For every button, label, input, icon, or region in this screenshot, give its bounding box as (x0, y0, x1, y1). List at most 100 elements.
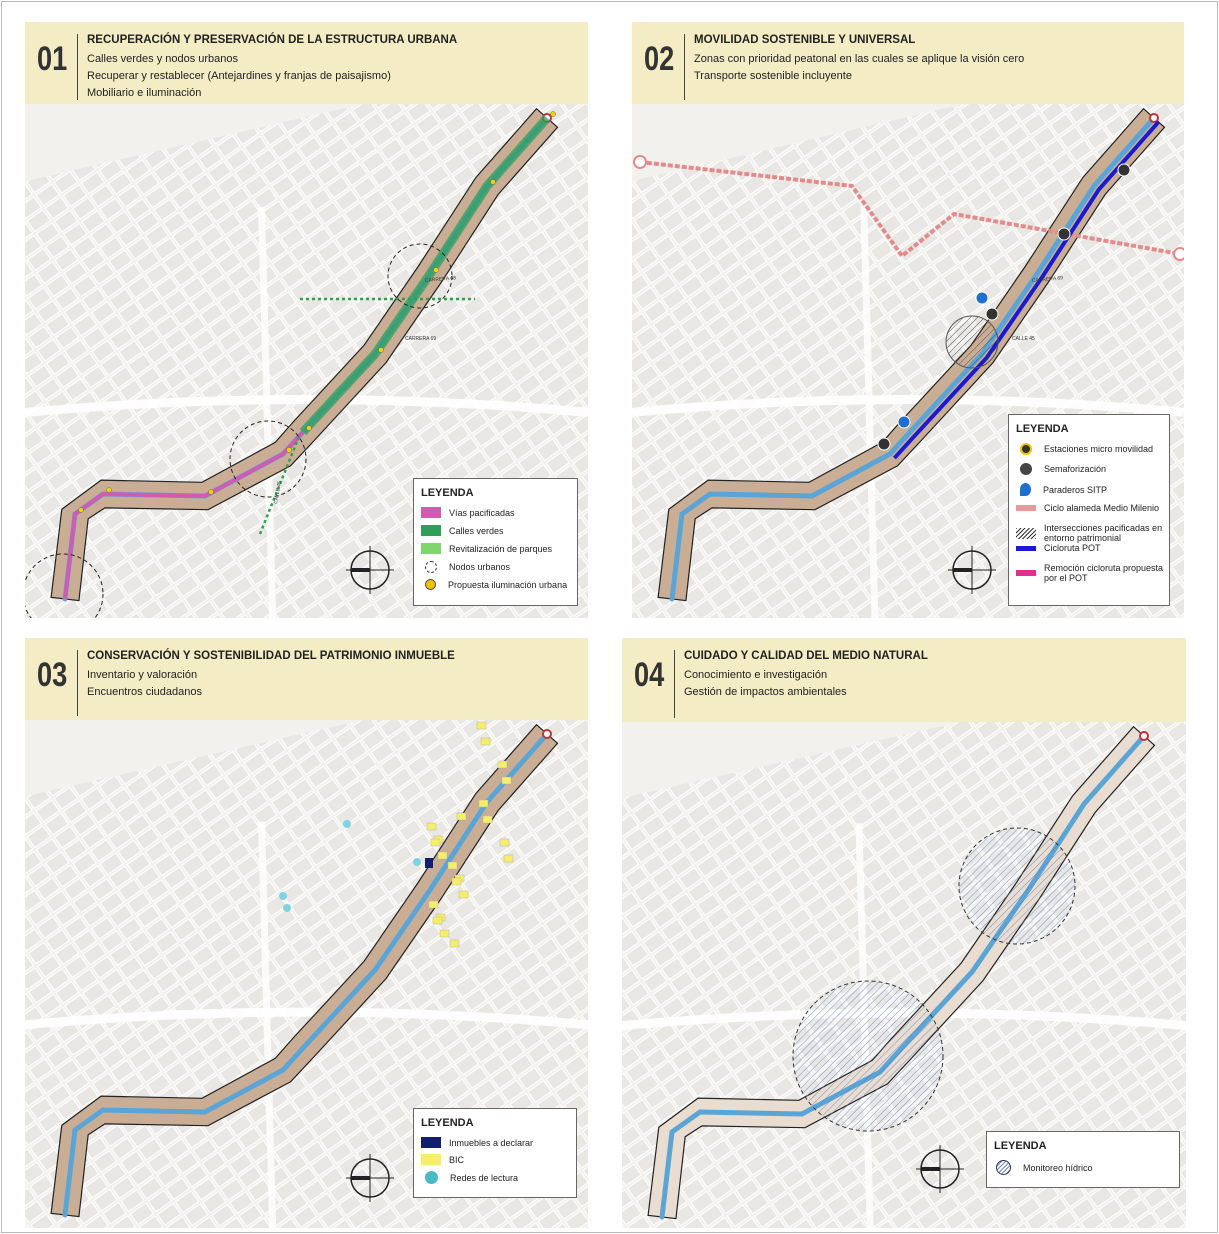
water-monitoring (958, 827, 1076, 945)
header-divider (77, 650, 78, 716)
legend-label: Ciclo alameda Medio Milenio (1044, 503, 1160, 513)
compass-needle (953, 568, 972, 572)
panel-title: CONSERVACIÓN Y SOSTENIBILIDAD DEL PATRIM… (87, 650, 455, 662)
compass-needle (351, 1176, 370, 1180)
street-label: CARRERA 69 (405, 336, 436, 342)
light-point (106, 487, 112, 493)
map: LEYENDA Monitoreo hídrico (622, 722, 1186, 1228)
legend-label: Monitoreo hídrico (1023, 1162, 1093, 1173)
end-node (1149, 113, 1159, 123)
legend-row: Monitoreo hídrico (994, 1160, 1174, 1175)
legend-label: Propuesta iluminación urbana (448, 579, 568, 590)
legend-label: Cicloruta POT (1044, 543, 1101, 553)
reading-network (283, 904, 291, 912)
legend-swatch (421, 543, 441, 554)
street-label: CARRERA 69 (1032, 275, 1064, 284)
cicloruta (892, 120, 1160, 460)
header-item: Inventario y valoración (87, 669, 198, 681)
header-item: Recuperar y restablecer (Antejardines y … (87, 70, 391, 82)
map: CARRERA 69 CALLE 45 LEYENDA Estaciones micr… (632, 104, 1184, 618)
traffic-light (1057, 227, 1071, 241)
panel-title: CUIDADO Y CALIDAD DEL MEDIO NATURAL (684, 650, 928, 662)
bus-stop (897, 415, 911, 429)
map: CARRERA 68 CARRERA 69 CALLE 45 LEYENDA Vías … (25, 104, 588, 618)
corridor-axis (62, 731, 550, 1218)
bic-block (503, 854, 514, 863)
bic-block (447, 861, 458, 870)
bic-block (499, 838, 510, 847)
avenue (257, 821, 277, 1228)
corridor (657, 107, 1166, 602)
header-item: Encuentros ciudadanos (87, 686, 202, 698)
legend-row: Cicloruta POT (1016, 543, 1164, 553)
light-point (433, 267, 439, 273)
header-item: Calles verdes y nodos urbanos (87, 53, 239, 65)
header-divider (684, 34, 685, 100)
avenue (632, 395, 1184, 417)
header-item: Zonas con prioridad peatonal en las cual… (694, 53, 1025, 65)
bic-block (428, 900, 439, 909)
bic-block (432, 916, 443, 925)
legend-row: Remoción cicloruta propuesta por el POT (1016, 563, 1164, 583)
compass-needle (351, 568, 370, 572)
legend-label: Semaforización (1044, 464, 1107, 474)
bic-block (497, 760, 508, 769)
reading-network (413, 858, 421, 866)
legend-swatch (1016, 545, 1036, 551)
bic-block (451, 877, 462, 886)
header-item: Conocimiento e investigación (684, 669, 828, 681)
panel-header: 03 CONSERVACIÓN Y SOSTENIBILIDAD DEL PATR… (25, 638, 588, 720)
light-point (490, 179, 496, 185)
legend-swatch (421, 1137, 441, 1148)
legend-label: Inmuebles a declarar (449, 1137, 534, 1148)
legend-label: Vías pacificadas (449, 507, 515, 518)
legend-row: Vías pacificadas (421, 507, 572, 518)
header-item: Transporte sostenible incluyente (694, 70, 852, 82)
street-label: CARRERA 68 (425, 275, 457, 284)
urban-node (25, 553, 104, 618)
bic-block (480, 737, 491, 746)
legend-row: Estaciones micro movilidad (1016, 443, 1164, 455)
traffic-light (985, 307, 999, 321)
reading-network (279, 892, 287, 900)
legend-label: Nodos urbanos (449, 562, 511, 572)
light-point (286, 447, 292, 453)
legend: LEYENDA Estaciones micro movilidad Semafor… (1008, 414, 1170, 606)
legend-swatch (421, 525, 441, 536)
legend-row: BIC (421, 1154, 571, 1165)
reading-network (343, 820, 351, 828)
legend-title: LEYENDA (421, 487, 474, 499)
bic-block (439, 929, 450, 938)
panel-header: 01 RECUPERACIÓN Y PRESERVACIÓN DE LA ESTR… (25, 22, 588, 104)
header-divider (674, 650, 675, 718)
bic-block (458, 890, 469, 899)
bic-block (456, 812, 467, 821)
legend-row: Paraderos SITP (1016, 483, 1164, 496)
avenue (25, 395, 588, 417)
green-street (299, 115, 551, 436)
bic-block (430, 838, 441, 847)
map: LEYENDA Inmuebles a declarar BIC Redes de l… (25, 720, 588, 1228)
header-divider (77, 34, 78, 100)
end-node (1139, 731, 1149, 741)
panel-header: 04 CUIDADO Y CALIDAD DEL MEDIO NATURAL Con… (622, 638, 1186, 722)
traffic-light (877, 437, 891, 451)
light-point (550, 111, 556, 117)
legend-row: Redes de lectura (421, 1171, 571, 1184)
pacified-intersection (945, 315, 999, 369)
legend-swatch (1020, 443, 1032, 455)
legend-title: LEYENDA (994, 1140, 1047, 1152)
legend-swatch (425, 561, 437, 573)
legend-label: Calles verdes (449, 525, 504, 536)
legend-swatch (1020, 483, 1031, 496)
panel-header: 02 MOVILIDAD SOSTENIBLE Y UNIVERSAL Zonas … (632, 22, 1184, 104)
legend-title: LEYENDA (421, 1117, 474, 1129)
urban-node (387, 243, 453, 309)
bic-block (426, 822, 437, 831)
header-item: Mobiliario e iluminación (87, 87, 202, 99)
end-marker (633, 155, 647, 169)
compass-needle (921, 1167, 940, 1171)
